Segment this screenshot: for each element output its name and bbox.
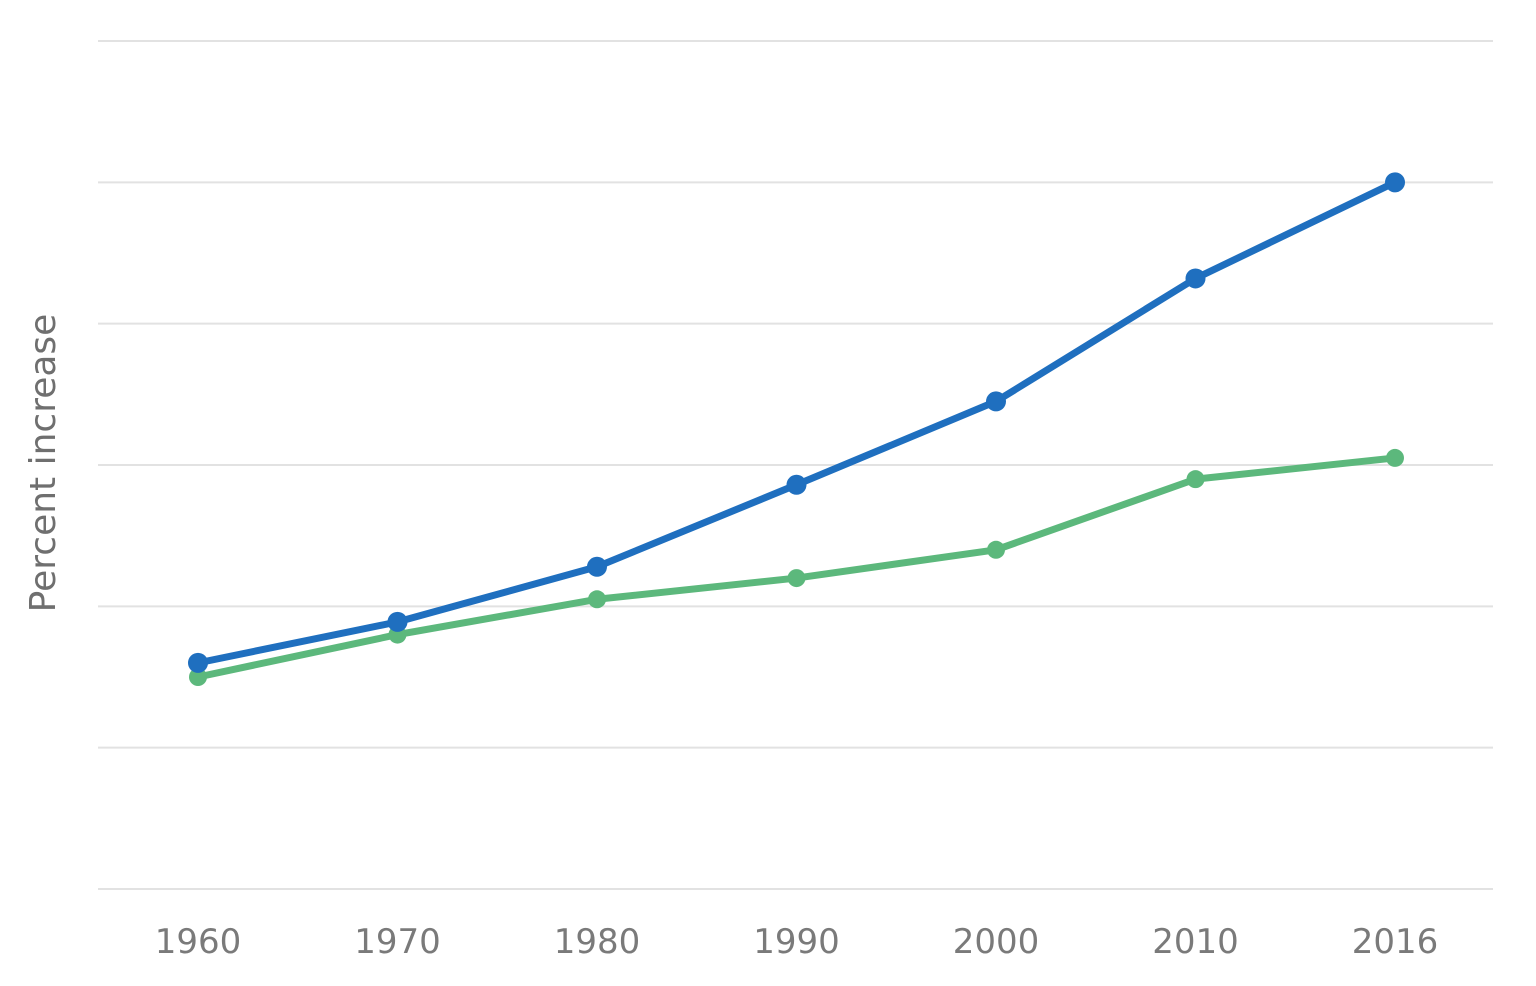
x-tick-label: 1990 [753, 922, 840, 962]
x-tick-label: 1970 [354, 922, 441, 962]
data-point [986, 391, 1006, 412]
x-tick-label: 2016 [1352, 922, 1439, 962]
data-point [1185, 268, 1206, 289]
x-tick-label: 1980 [554, 922, 641, 962]
data-point [387, 611, 408, 632]
y-axis-title: Percent increase [23, 314, 64, 613]
series-group [188, 172, 1405, 686]
data-point [1186, 470, 1205, 489]
data-point [987, 540, 1005, 559]
x-tick-label: 2000 [953, 922, 1040, 962]
series-1 [188, 172, 1405, 673]
data-point [786, 474, 807, 495]
data-point [588, 590, 606, 609]
data-point [189, 668, 207, 686]
data-point [587, 556, 607, 577]
series-line [194, 178, 1399, 667]
x-tick-label: 1960 [155, 922, 242, 962]
data-point [188, 652, 208, 673]
gridlines [98, 40, 1493, 890]
x-axis-ticks: 1960 1970 1980 1990 2000 2010 2016 [155, 922, 1439, 962]
data-point [1386, 448, 1404, 467]
data-point [787, 569, 806, 588]
data-point [1385, 172, 1405, 193]
x-tick-label: 2010 [1152, 922, 1239, 962]
